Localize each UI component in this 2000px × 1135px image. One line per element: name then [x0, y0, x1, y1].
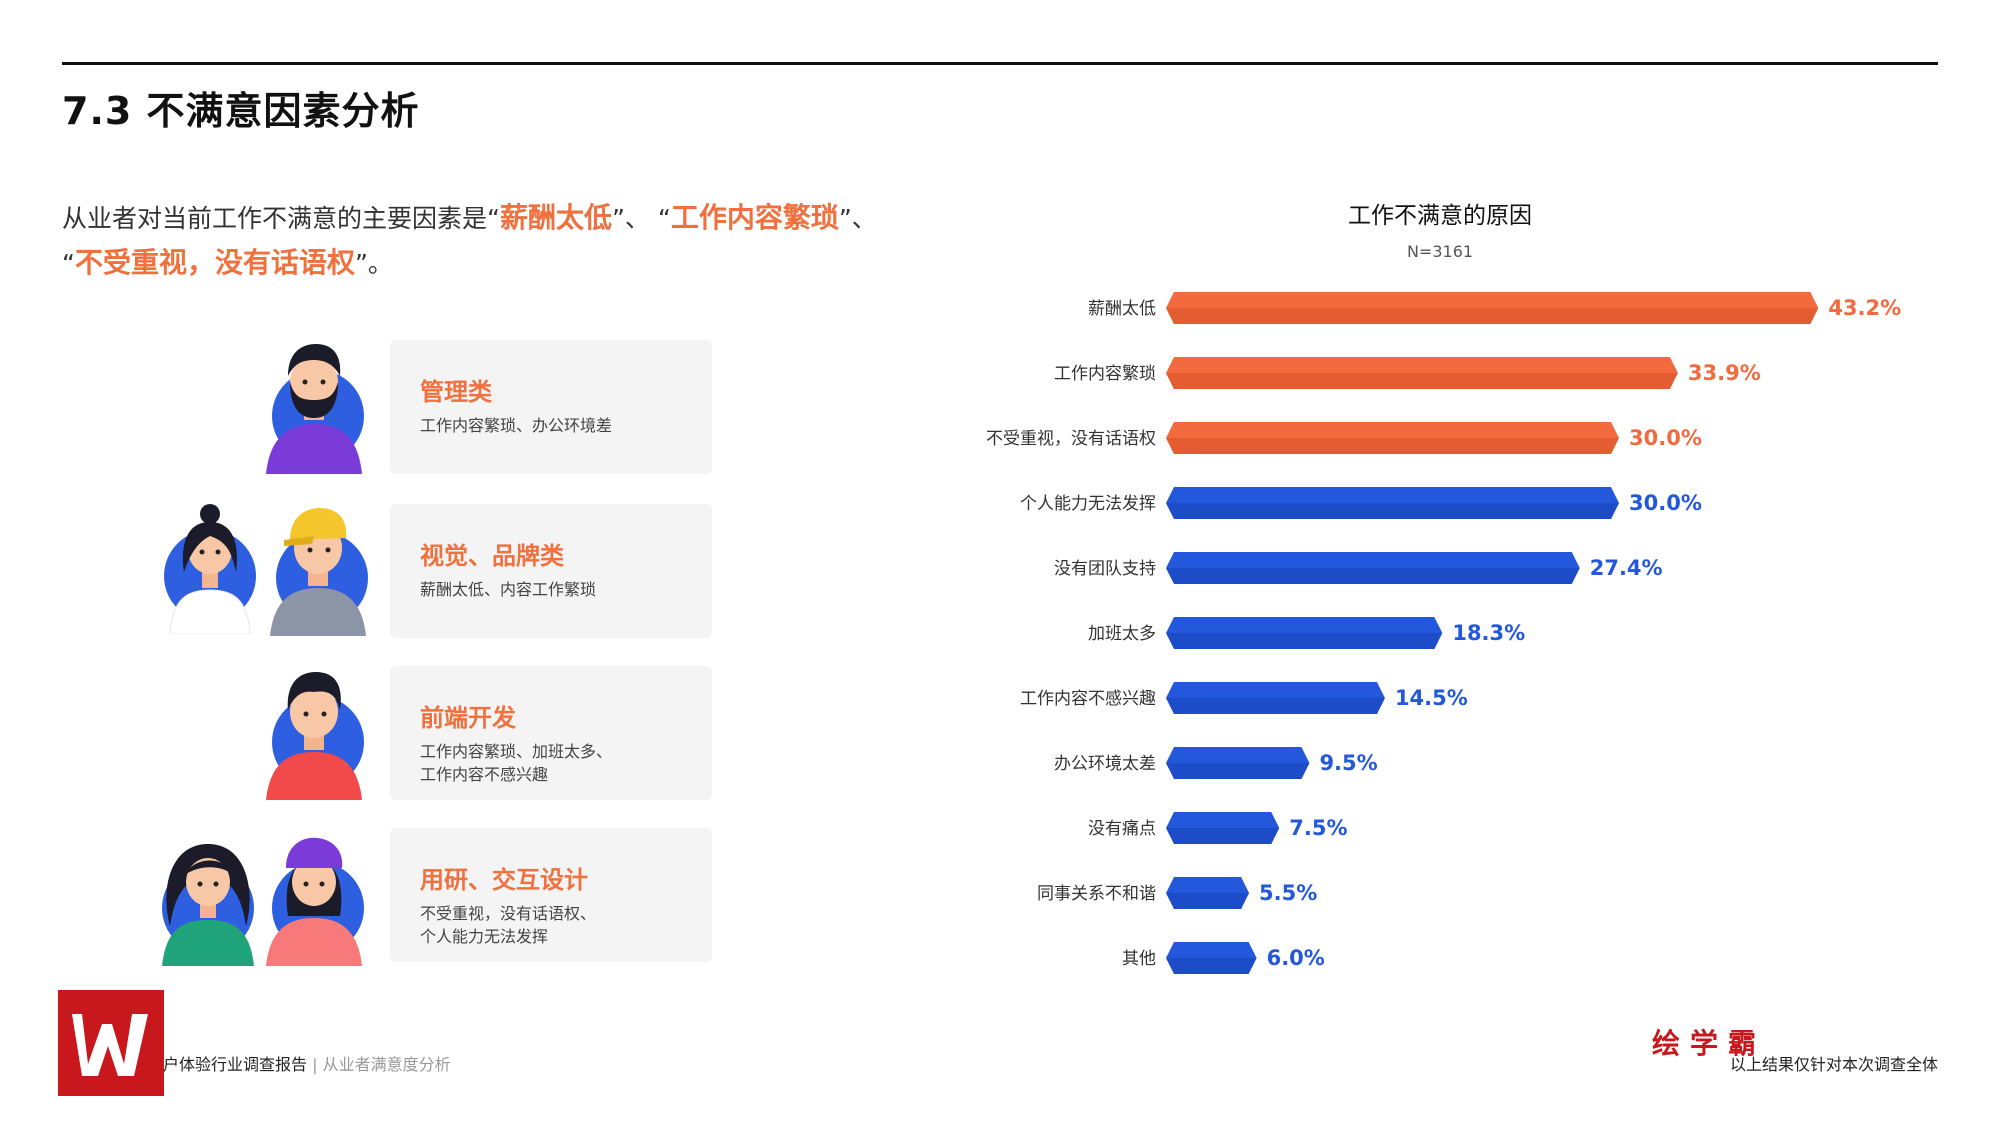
brand-watermark: 绘学霸	[1652, 1027, 1767, 1060]
researcher-female-avatar	[162, 844, 254, 966]
bar-shade	[1166, 308, 1819, 324]
summary-quote: ”。	[354, 249, 393, 278]
footer-report-info: 户体验行业调查报告 | 从业者满意度分析	[163, 1051, 451, 1075]
bar-shade	[1166, 438, 1619, 454]
category-label: 工作内容不感兴趣	[1020, 689, 1156, 709]
value-label: 14.5%	[1395, 686, 1468, 710]
value-label: 9.5%	[1319, 751, 1377, 775]
category-label: 其他	[1122, 949, 1156, 969]
value-label: 33.9%	[1688, 361, 1761, 385]
bar-shade	[1166, 373, 1678, 389]
bar-shade	[1166, 828, 1280, 844]
category-label: 没有痛点	[1088, 819, 1156, 839]
value-label: 5.5%	[1259, 881, 1317, 905]
summary-highlight-2: 工作内容繁琐	[670, 201, 839, 234]
bar-shade	[1166, 698, 1385, 714]
summary-quote: ”、	[611, 204, 650, 233]
visual-designer-male-avatar	[270, 508, 368, 636]
role-card-title: 视觉、品牌类	[420, 542, 564, 570]
summary-quote: “	[62, 249, 75, 278]
bar-shade	[1166, 633, 1443, 649]
value-label: 18.3%	[1452, 621, 1525, 645]
category-label: 没有团队支持	[1054, 559, 1156, 579]
role-card-visual-brand: 视觉、品牌类 薪酬太低、内容工作繁琐	[390, 504, 712, 638]
category-label: 加班太多	[1088, 624, 1156, 644]
role-card-title: 管理类	[420, 378, 492, 406]
category-label: 办公环境太差	[1054, 754, 1156, 774]
role-card-desc: 不受重视，没有话语权、 个人能力无法发挥	[420, 904, 597, 946]
report-logo	[58, 990, 164, 1096]
role-card-management: 管理类 工作内容繁琐、办公环境差	[390, 340, 712, 474]
value-label: 43.2%	[1828, 296, 1901, 320]
value-label: 30.0%	[1629, 426, 1702, 450]
summary-text: 从业者对当前工作不满意的主要因素是“薪酬太低”、 “工作内容繁琐”、 “不受重视，…	[62, 196, 962, 286]
chart-title: 工作不满意的原因	[1348, 203, 1532, 229]
footer-report-name: 户体验行业调查报告	[163, 1055, 308, 1074]
role-card-title: 用研、交互设计	[420, 866, 588, 894]
summary-quote: “	[657, 204, 671, 233]
top-rule	[62, 62, 1938, 65]
category-label: 个人能力无法发挥	[1020, 494, 1156, 514]
visual-designer-female-avatar	[164, 504, 256, 634]
interaction-designer-avatar	[266, 837, 364, 966]
value-label: 7.5%	[1289, 816, 1347, 840]
category-label: 同事关系不和谐	[1037, 884, 1156, 904]
role-card-desc: 工作内容繁琐、办公环境差	[420, 416, 613, 435]
value-label: 27.4%	[1590, 556, 1663, 580]
value-label: 30.0%	[1629, 491, 1702, 515]
category-label: 薪酬太低	[1088, 299, 1156, 319]
bar-shade	[1166, 763, 1310, 779]
role-card-title: 前端开发	[420, 704, 516, 732]
summary-quote: ”、	[838, 204, 877, 233]
page-title: 7.3 不满意因素分析	[62, 89, 420, 133]
bar-shade	[1166, 958, 1257, 974]
dissatisfaction-bar-chart: 薪酬太低 43.2% 工作内容繁琐 33.9% 不受重视，没有话语权 30.0% 个人能力无…	[986, 292, 1901, 974]
summary-quote: “	[487, 204, 500, 233]
footer-note: 以上结果仅针对本次调查全体	[1729, 1055, 1938, 1074]
footer-separator: |	[312, 1055, 318, 1074]
summary-prefix: 从业者对当前工作不满意的主要因素是	[62, 204, 488, 233]
frontend-dev-avatar	[266, 672, 364, 800]
chart-sample-size: N=3161	[1406, 242, 1474, 261]
manager-avatar	[266, 344, 364, 474]
summary-highlight-1: 薪酬太低	[499, 201, 612, 234]
role-card-desc: 工作内容繁琐、加班太多、 工作内容不感兴趣	[420, 742, 613, 784]
category-label: 工作内容繁琐	[1054, 364, 1156, 384]
bar-shade	[1166, 503, 1619, 519]
bar-shade	[1166, 568, 1580, 584]
value-label: 6.0%	[1267, 946, 1325, 970]
bar-shade	[1166, 893, 1250, 909]
footer-section-name: 从业者满意度分析	[322, 1055, 451, 1074]
summary-highlight-3: 不受重视，没有话语权	[74, 246, 355, 279]
role-card-frontend: 前端开发 工作内容繁琐、加班太多、 工作内容不感兴趣	[390, 666, 712, 800]
role-card-research-ux: 用研、交互设计 不受重视，没有话语权、 个人能力无法发挥	[390, 828, 712, 962]
role-card-desc: 薪酬太低、内容工作繁琐	[420, 580, 597, 599]
category-label: 不受重视，没有话语权	[986, 429, 1156, 449]
